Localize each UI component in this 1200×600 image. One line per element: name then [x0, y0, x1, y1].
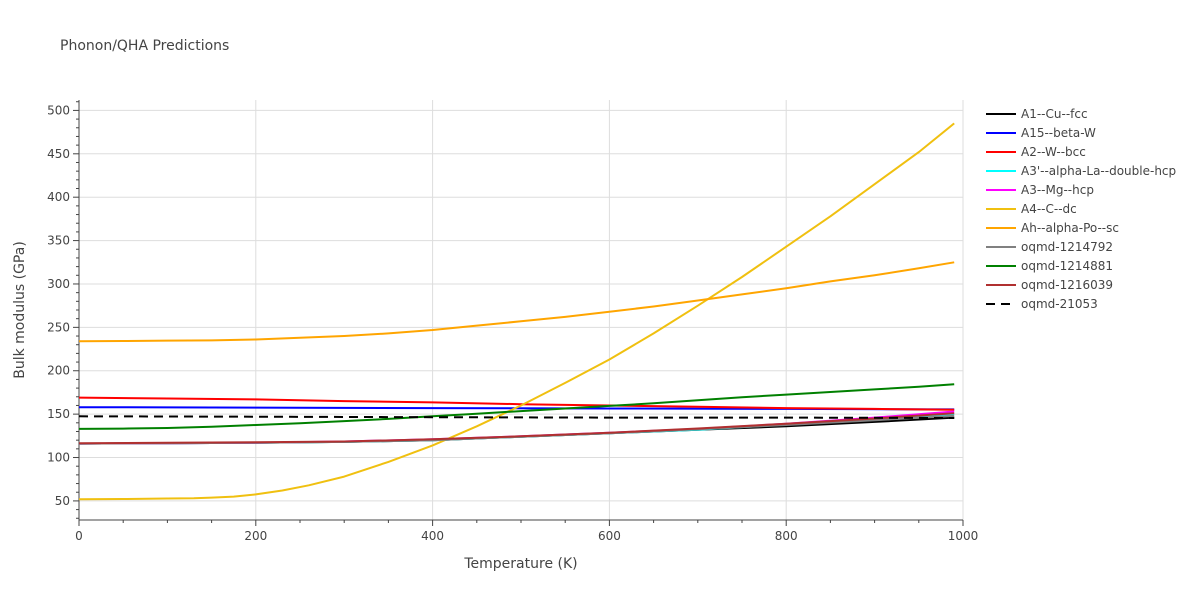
legend-label: A3'--alpha-La--double-hcp [1021, 164, 1176, 178]
series-line [78, 122, 955, 501]
legend-label: oqmd-21053 [1021, 297, 1098, 311]
x-tick-label: 800 [775, 529, 798, 543]
y-tick-label: 350 [47, 234, 70, 248]
series-line [78, 261, 955, 343]
series-line [78, 412, 955, 445]
x-tick-label: 200 [244, 529, 267, 543]
legend-label: A1--Cu--fcc [1021, 107, 1088, 121]
y-tick-label: 300 [47, 277, 70, 291]
series-line [78, 414, 955, 445]
legend-label: A3--Mg--hcp [1021, 183, 1094, 197]
y-tick-label: 250 [47, 320, 70, 334]
chart-title: Phonon/QHA Predictions [60, 38, 229, 54]
legend-label: oqmd-1214881 [1021, 259, 1113, 273]
series-line [78, 396, 955, 411]
x-tick-label: 0 [75, 529, 83, 543]
legend-label: A2--W--bcc [1021, 145, 1086, 159]
y-tick-label: 50 [55, 494, 70, 508]
axes: 0 200 400 600 800 1000 50 100 150 200 250 300 350 400… [47, 100, 978, 543]
x-axis-title: Temperature (K) [463, 556, 577, 572]
x-tick-label: 600 [598, 529, 621, 543]
y-tick-label: 150 [47, 407, 70, 421]
x-tick-label: 400 [421, 529, 444, 543]
legend-label: Ah--alpha-Po--sc [1021, 221, 1119, 235]
y-tick-label: 200 [47, 364, 70, 378]
series-line [78, 383, 955, 430]
x-tick-label: 1000 [948, 529, 979, 543]
legend: A1--Cu--fcc A15--beta-W A2--W--bcc A3'--alp… [986, 107, 1176, 311]
y-tick-label: 450 [47, 147, 70, 161]
series-line [78, 415, 955, 419]
legend-label: oqmd-1216039 [1021, 278, 1113, 292]
y-tick-label: 100 [47, 451, 70, 465]
series-lines [78, 122, 955, 501]
legend-label: A4--C--dc [1021, 202, 1077, 216]
y-tick-label: 400 [47, 190, 70, 204]
legend-label: A15--beta-W [1021, 126, 1096, 140]
y-axis-title: Bulk modulus (GPa) [12, 241, 28, 379]
y-tick-label: 500 [47, 103, 70, 117]
legend-label: oqmd-1214792 [1021, 240, 1113, 254]
grid [79, 100, 964, 520]
